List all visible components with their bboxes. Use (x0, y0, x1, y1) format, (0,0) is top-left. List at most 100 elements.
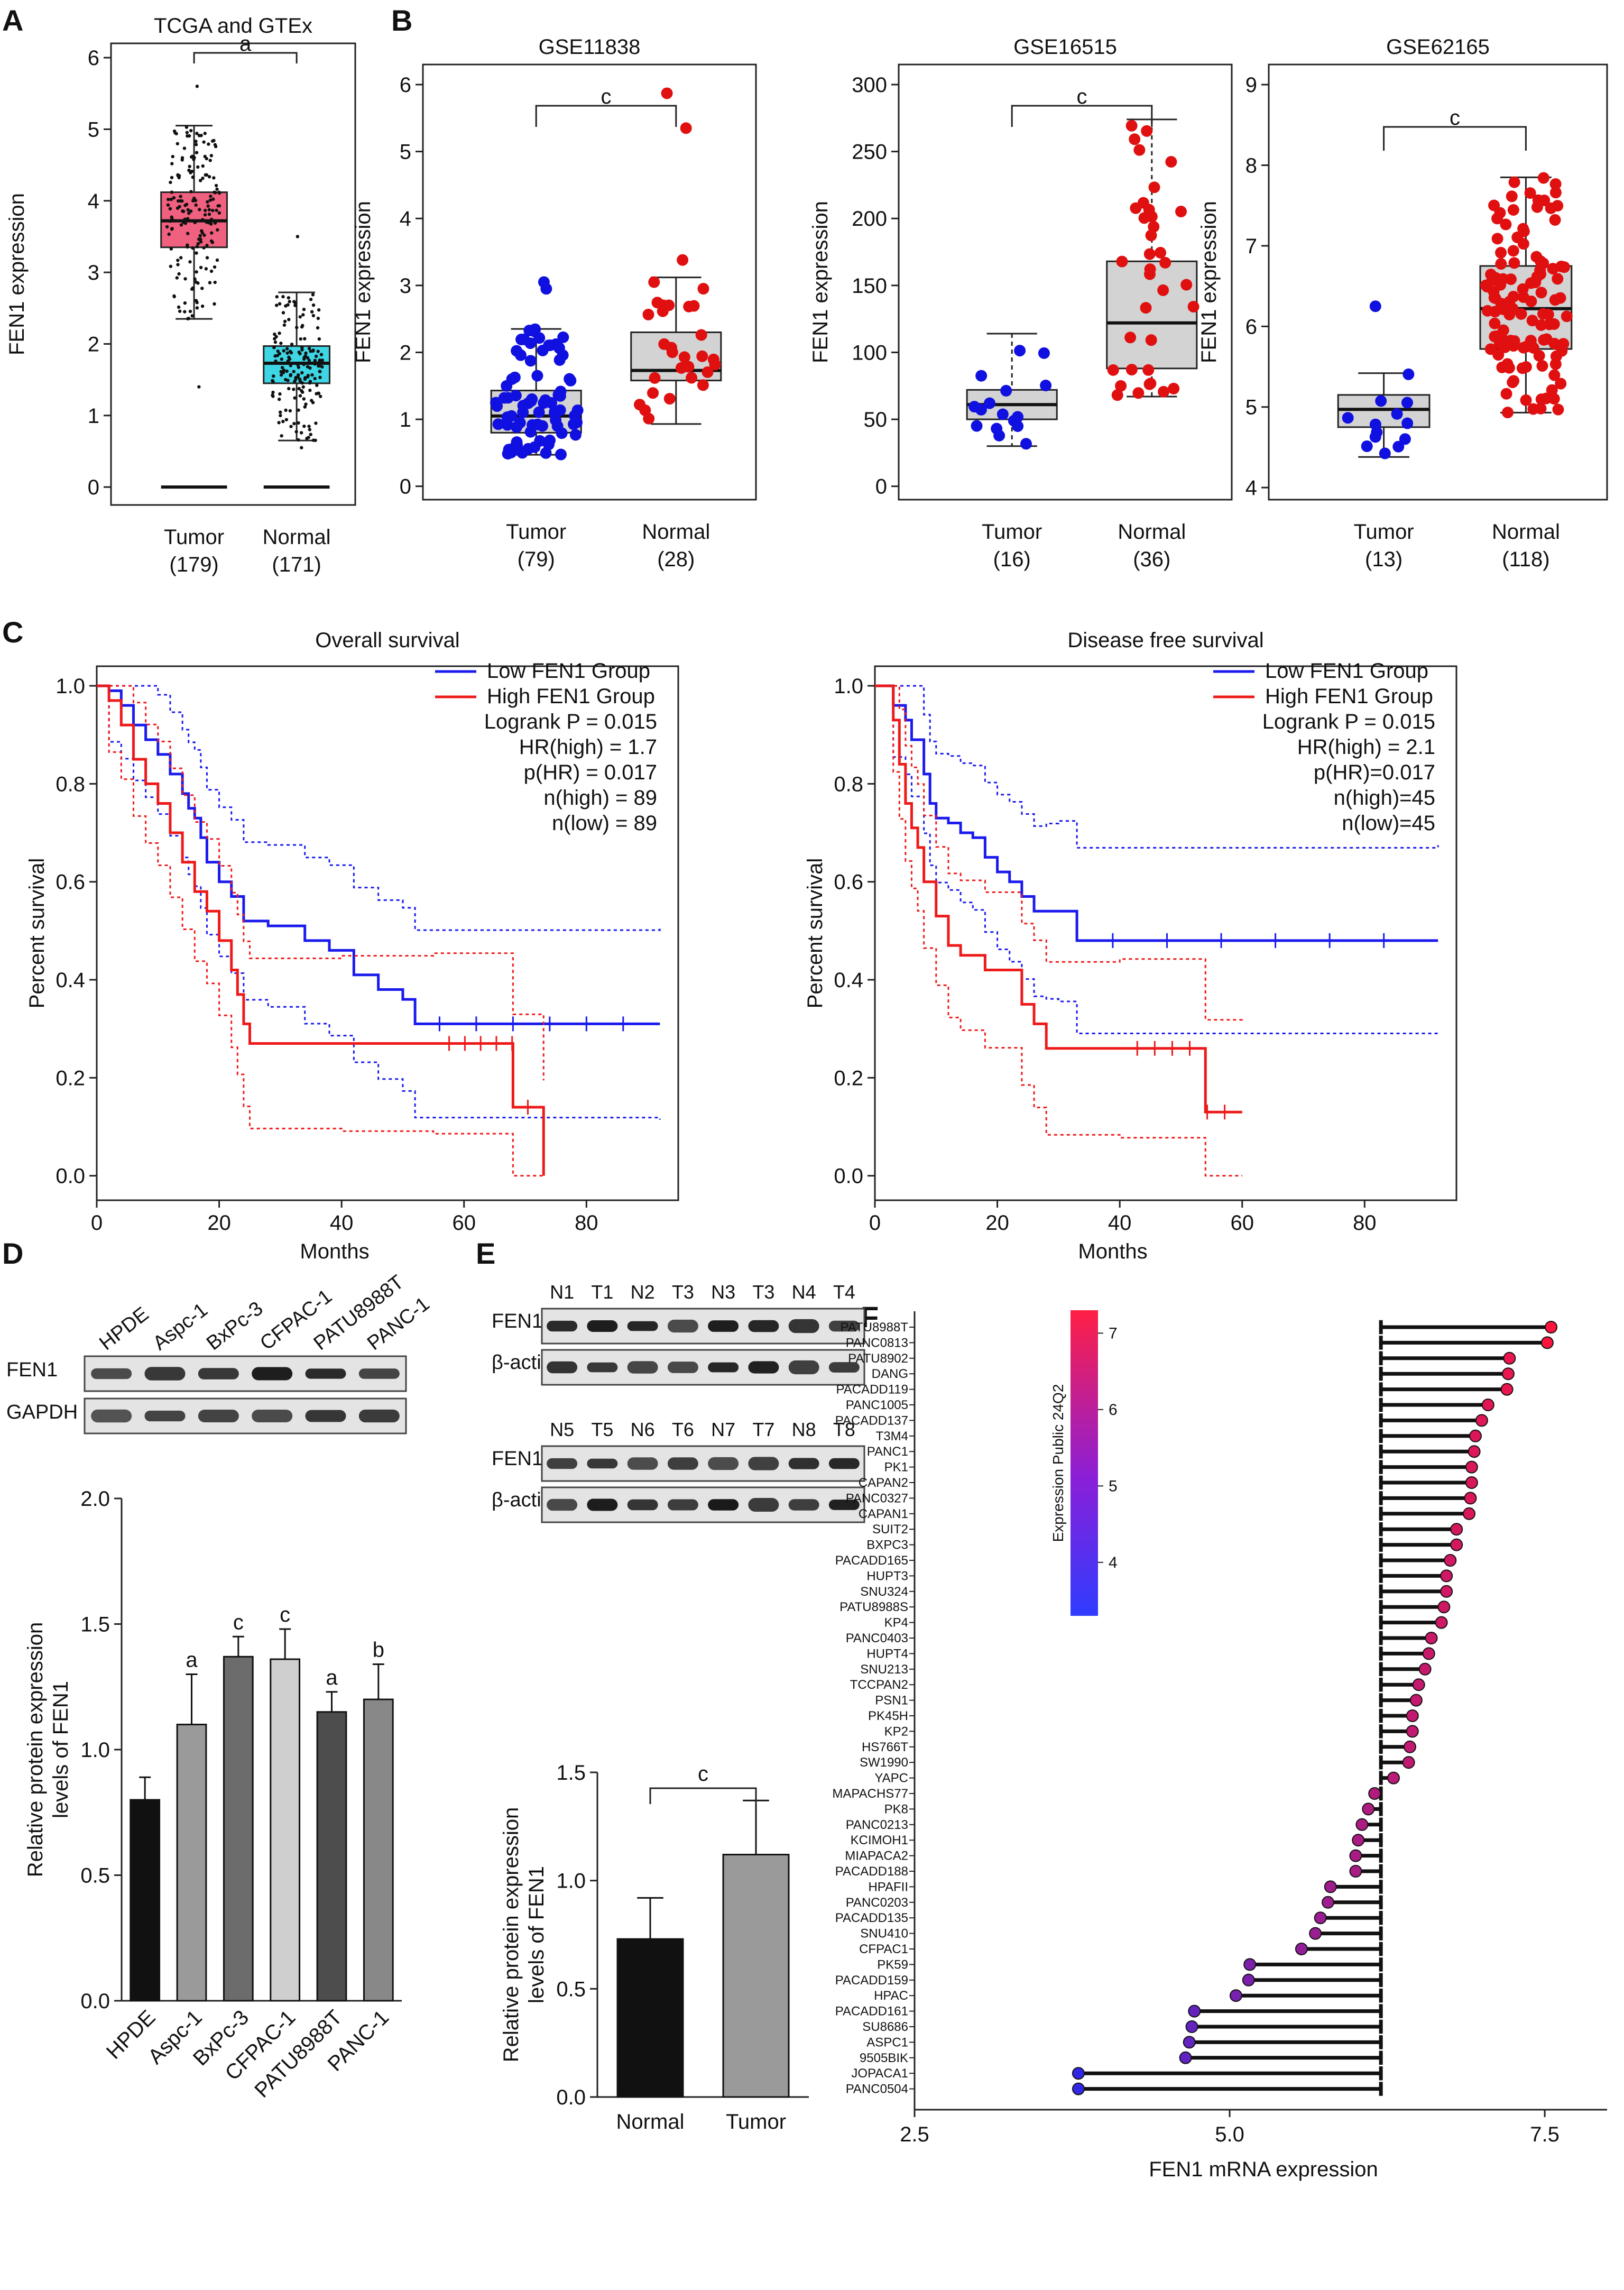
bar (316, 1711, 347, 2002)
data-point (274, 359, 278, 363)
sample-label: PATU8988S (839, 1600, 908, 1614)
data-point (1538, 334, 1550, 346)
y-axis-label: Percent survival (804, 858, 827, 1009)
data-point (1517, 238, 1529, 250)
blot-lane-label: T6 (672, 1419, 694, 1440)
data-point (318, 375, 322, 379)
data-point (206, 200, 209, 204)
x-tick-label: Normal (642, 520, 710, 544)
data-point (1515, 308, 1527, 320)
data-point (1546, 384, 1558, 396)
data-point (1107, 364, 1119, 376)
blot-row-label: GAPDH (6, 1401, 78, 1423)
y-tick-label: 1.0 (80, 1739, 110, 1762)
data-point (203, 132, 207, 135)
x-tick-label: 80 (1353, 1211, 1377, 1235)
sample-label: TCCPAN2 (850, 1678, 908, 1692)
lollipop-head (1501, 1367, 1515, 1381)
x-tick-label: Normal (263, 526, 331, 549)
data-point (678, 351, 690, 363)
data-point (307, 358, 311, 362)
data-point (647, 387, 659, 399)
significance-bracket (535, 105, 677, 127)
data-point (526, 393, 538, 405)
data-point (186, 232, 190, 235)
data-point (301, 385, 305, 389)
data-point (315, 383, 319, 387)
y-tick-label: 1.0 (56, 675, 85, 698)
data-point (502, 392, 514, 404)
blot-e-top-band (788, 1360, 819, 1375)
lollipop-head (1437, 1601, 1451, 1614)
y-tick-label: 0.0 (834, 1165, 863, 1188)
y-axis-label: Percent survival (25, 858, 49, 1009)
data-point (642, 308, 654, 320)
blot-e-top-band (667, 1362, 698, 1373)
lollipop-head (1362, 1802, 1375, 1816)
blot-d-gapdh-band (305, 1410, 346, 1422)
data-point (289, 373, 293, 376)
data-point (299, 337, 302, 341)
data-point (185, 131, 189, 134)
data-point (1158, 385, 1170, 398)
y-tick-label: 0.0 (556, 2086, 586, 2109)
sample-label: PK8 (884, 1802, 908, 1816)
data-point (1480, 279, 1492, 291)
y-tick-label: 250 (852, 141, 887, 164)
blot-d-fen1-band (305, 1368, 346, 1379)
significance-mark: c (1450, 106, 1460, 130)
data-point (214, 144, 218, 149)
blot-e-top-band (667, 1319, 698, 1333)
lollipop-head (1242, 1973, 1255, 1986)
lollipop-head (1295, 1943, 1308, 1955)
data-point (186, 217, 190, 220)
data-point (180, 158, 184, 162)
lollipop-head (1440, 1569, 1453, 1583)
data-point (1548, 369, 1561, 381)
legend-stat: n(low)=45 (1342, 812, 1435, 835)
y-tick-label: 0.5 (80, 1864, 110, 1888)
data-point (316, 326, 320, 330)
sample-label: PACADD165 (835, 1553, 908, 1568)
data-point (1014, 345, 1026, 357)
x-tick-label: 80 (575, 1211, 598, 1235)
blot-d-fen1-band (144, 1367, 186, 1381)
data-point (282, 323, 287, 327)
blot-e-top-band (547, 1361, 578, 1374)
outlier-point (1369, 300, 1381, 312)
sample-label: HPAFII (868, 1880, 908, 1894)
data-point (211, 197, 215, 201)
x-tick-label: 0 (869, 1211, 881, 1235)
data-point (1542, 308, 1554, 320)
data-point (1501, 298, 1514, 310)
sample-label: SUIT2 (872, 1522, 908, 1537)
data-point (200, 287, 204, 290)
confidence-band (875, 685, 1243, 1021)
data-point (189, 190, 193, 194)
bar (270, 1658, 301, 2002)
data-point (697, 283, 709, 295)
lollipop-head (1418, 1662, 1432, 1676)
data-point (279, 342, 283, 345)
data-point (300, 325, 304, 329)
data-point (297, 438, 300, 442)
data-point (1532, 194, 1544, 206)
blot-e-bottom-band (828, 1458, 860, 1469)
data-point (217, 191, 222, 195)
group-count: (36) (1133, 548, 1170, 571)
y-axis-label: FEN1 expression (352, 201, 375, 363)
data-point (491, 400, 503, 412)
x-tick-label: 20 (207, 1211, 231, 1235)
data-point (1379, 447, 1391, 459)
data-point (190, 314, 194, 318)
significance-bracket (1011, 105, 1153, 127)
data-point (1375, 395, 1387, 407)
data-point (215, 258, 219, 262)
lollipop-head (1450, 1538, 1463, 1551)
data-point (205, 256, 209, 260)
data-point (554, 390, 566, 402)
data-point (294, 375, 298, 380)
sample-label: PATU8988T (841, 1320, 909, 1335)
data-point (169, 264, 173, 268)
